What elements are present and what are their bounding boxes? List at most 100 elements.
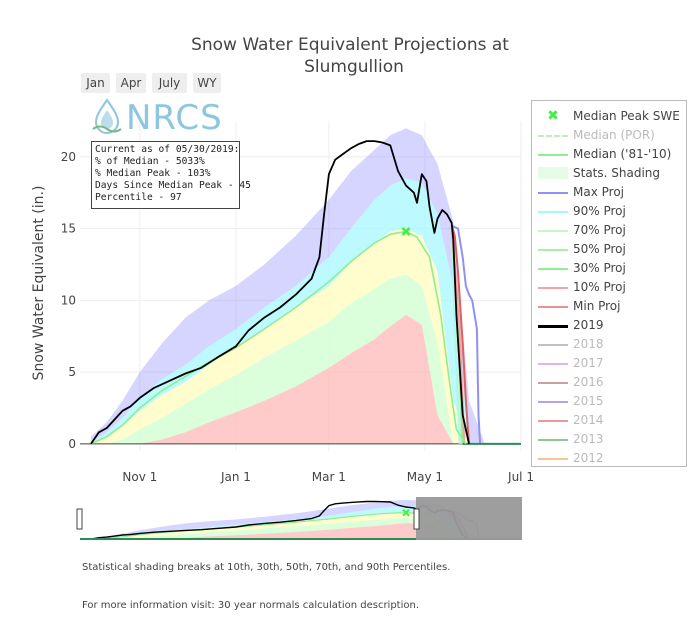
range-slider-right-handle[interactable]	[413, 508, 420, 530]
mini-band-30	[91, 518, 485, 540]
legend-swatch	[538, 344, 568, 346]
legend-label: 2018	[573, 337, 604, 351]
legend-item-stats-shading[interactable]: Stats. Shading	[532, 164, 686, 183]
median-peak-marker-x	[401, 227, 411, 236]
legend-swatch	[538, 135, 568, 137]
series-line-2019[interactable]	[90, 140, 470, 445]
legend-swatch	[538, 363, 568, 365]
x-axis: Nov 1 Jan 1 Mar 1 May 1 Jul 1	[122, 470, 534, 484]
info-note: For more information visit: 30 year norm…	[82, 600, 420, 611]
plot-area[interactable]	[80, 121, 522, 451]
legend-label: 70% Proj	[573, 223, 626, 237]
mini-band-70	[91, 512, 485, 540]
legend-label: 10% Proj	[573, 280, 626, 294]
legend-item-2015[interactable]: 2015	[532, 392, 686, 411]
current-status-box: Current as of 05/30/2019: % of Median - …	[91, 141, 251, 209]
legend-item-max-proj[interactable]: Max Proj	[532, 183, 686, 202]
legend-item-median-por[interactable]: Median (POR)	[532, 126, 686, 145]
info-line-pct-median-peak: % Median Peak - 103%	[95, 168, 211, 179]
range-slider-left-handle[interactable]	[76, 508, 83, 530]
logo-text: NRCS	[126, 98, 223, 138]
legend-label: 2013	[573, 432, 604, 446]
x-tick-label: Mar 1	[312, 470, 346, 484]
legend-swatch	[538, 401, 568, 403]
legend-label: 90% Proj	[573, 204, 626, 218]
legend-swatch: ✖	[547, 108, 559, 124]
legend-swatch	[538, 420, 568, 422]
legend-label: 2019	[573, 318, 604, 332]
chart-title-line2: Slumgullion	[304, 57, 404, 77]
info-line-days-since-peak: Days Since Median Peak - 45	[95, 180, 251, 191]
band-70-30	[91, 228, 485, 444]
legend-item-70-proj[interactable]: 70% Proj	[532, 221, 686, 240]
median-peak-marker[interactable]	[401, 227, 411, 236]
legend-swatch	[538, 211, 568, 213]
legend-swatch	[538, 306, 568, 308]
series-line-min-proj	[450, 225, 470, 444]
legend-item-2017[interactable]: 2017	[532, 354, 686, 373]
legend-label: 2016	[573, 375, 604, 389]
legend-item-median-81-10[interactable]: Median ('81-'10)	[532, 145, 686, 164]
x-tick-label: Jan 1	[220, 470, 251, 484]
legend-label: 2017	[573, 356, 604, 370]
band-max-90	[91, 128, 485, 444]
legend-label: 2012	[573, 451, 604, 465]
legend-swatch	[538, 154, 568, 156]
info-line-percentile: Percentile - 97	[95, 192, 182, 203]
water-drop-icon	[92, 98, 122, 134]
legend-item-2018[interactable]: 2018	[532, 335, 686, 354]
chart-title-line1: Snow Water Equivalent Projections at	[191, 35, 509, 55]
y-tick-label: 5	[68, 365, 76, 379]
legend-item-10-proj[interactable]: 10% Proj	[532, 278, 686, 297]
legend-item-2012[interactable]: 2012	[532, 449, 686, 468]
legend-item-30-proj[interactable]: 30% Proj	[532, 259, 686, 278]
legend-item-min-proj[interactable]: Min Proj	[532, 297, 686, 316]
legend-item-50-proj[interactable]: 50% Proj	[532, 240, 686, 259]
nrcs-logo: NRCS	[90, 98, 223, 138]
legend-swatch	[538, 439, 568, 441]
legend-label: Min Proj	[573, 299, 621, 313]
x-tick-label: May 1	[407, 470, 443, 484]
mini-band-max	[91, 499, 485, 540]
y-tick-label: 20	[61, 150, 76, 164]
range-slider-mask	[416, 497, 522, 540]
x-tick-label: Jul 1	[507, 470, 534, 484]
range-button-july[interactable]: July	[152, 73, 187, 93]
legend-label: 50% Proj	[573, 242, 626, 256]
legend-label: 30% Proj	[573, 261, 626, 275]
y-tick-label: 10	[61, 293, 76, 307]
range-button-wy[interactable]: WY	[193, 73, 221, 93]
y-axis: 0 5 10 15 20	[61, 150, 76, 451]
series-line-max-proj	[451, 224, 482, 444]
legend-label: Median (POR)	[573, 128, 655, 142]
legend-item-2013[interactable]: 2013	[532, 430, 686, 449]
legend-label: Median Peak SWE	[573, 109, 680, 123]
legend-label: 2015	[573, 394, 604, 408]
legend-item-2014[interactable]: 2014	[532, 411, 686, 430]
legend-item-2019[interactable]: 2019	[532, 316, 686, 335]
legend-item-median-peak-swe[interactable]: ✖ Median Peak SWE	[532, 107, 686, 126]
x-tick-label: Nov 1	[122, 470, 157, 484]
legend-swatch	[538, 325, 568, 328]
band-90-70	[91, 178, 485, 444]
y-tick-label: 15	[61, 222, 76, 236]
legend-swatch	[538, 192, 568, 194]
band-10-min	[91, 314, 485, 444]
y-tick-label: 0	[68, 437, 76, 451]
range-button-apr[interactable]: Apr	[116, 73, 146, 93]
legend-label: 2014	[573, 413, 604, 427]
series-line-median	[90, 230, 467, 445]
legend-label: Median ('81-'10)	[573, 147, 672, 161]
legend-label: Max Proj	[573, 185, 624, 199]
legend: ✖ Median Peak SWE Median (POR) Median ('81-…	[531, 100, 687, 467]
range-slider[interactable]	[76, 497, 522, 541]
range-button-jan[interactable]: Jan	[81, 73, 110, 93]
legend-item-2016[interactable]: 2016	[532, 373, 686, 392]
legend-item-90-proj[interactable]: 90% Proj	[532, 202, 686, 221]
legend-swatch	[538, 249, 568, 251]
info-line-current-as-of: Current as of 05/30/2019:	[95, 144, 240, 155]
legend-label: Stats. Shading	[573, 166, 661, 180]
legend-swatch	[538, 167, 568, 179]
legend-swatch	[538, 458, 568, 460]
